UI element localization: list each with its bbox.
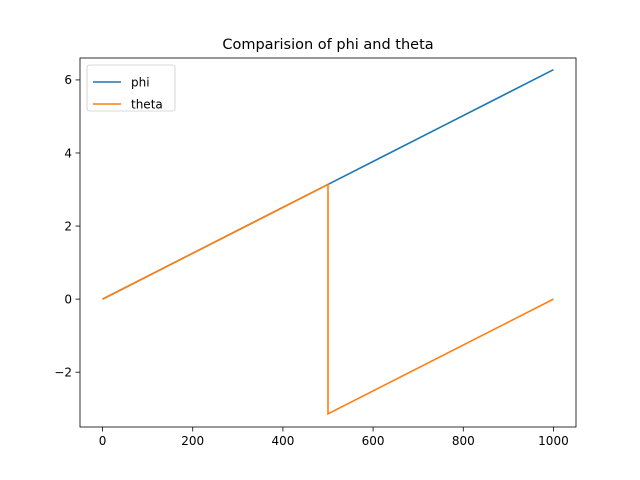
x-tick-label: 400 bbox=[271, 434, 294, 448]
x-tick-label: 0 bbox=[99, 434, 107, 448]
y-tick-label: 0 bbox=[64, 292, 72, 306]
x-axis: 0 200 400 600 800 1000 bbox=[99, 427, 569, 448]
y-tick-label: 2 bbox=[64, 219, 72, 233]
chart-title: Comparision of phi and theta bbox=[222, 37, 433, 53]
x-tick-label: 600 bbox=[362, 434, 385, 448]
legend-label-phi: phi bbox=[131, 76, 150, 90]
series-line-theta bbox=[102, 183, 554, 416]
plot-area bbox=[79, 57, 577, 428]
x-tick-label: 1000 bbox=[538, 434, 569, 448]
y-tick-label: 6 bbox=[64, 73, 72, 87]
legend: phi theta bbox=[86, 64, 176, 112]
y-tick-label: 4 bbox=[64, 146, 72, 160]
x-tick-label: 200 bbox=[181, 434, 204, 448]
legend-box bbox=[86, 64, 176, 112]
series-layer bbox=[102, 68, 554, 416]
axes-frame bbox=[79, 57, 577, 428]
y-tick-label: −2 bbox=[54, 365, 72, 379]
x-tick-label: 800 bbox=[452, 434, 475, 448]
legend-label-theta: theta bbox=[131, 98, 163, 112]
y-axis: −2 0 2 4 6 bbox=[54, 73, 80, 379]
